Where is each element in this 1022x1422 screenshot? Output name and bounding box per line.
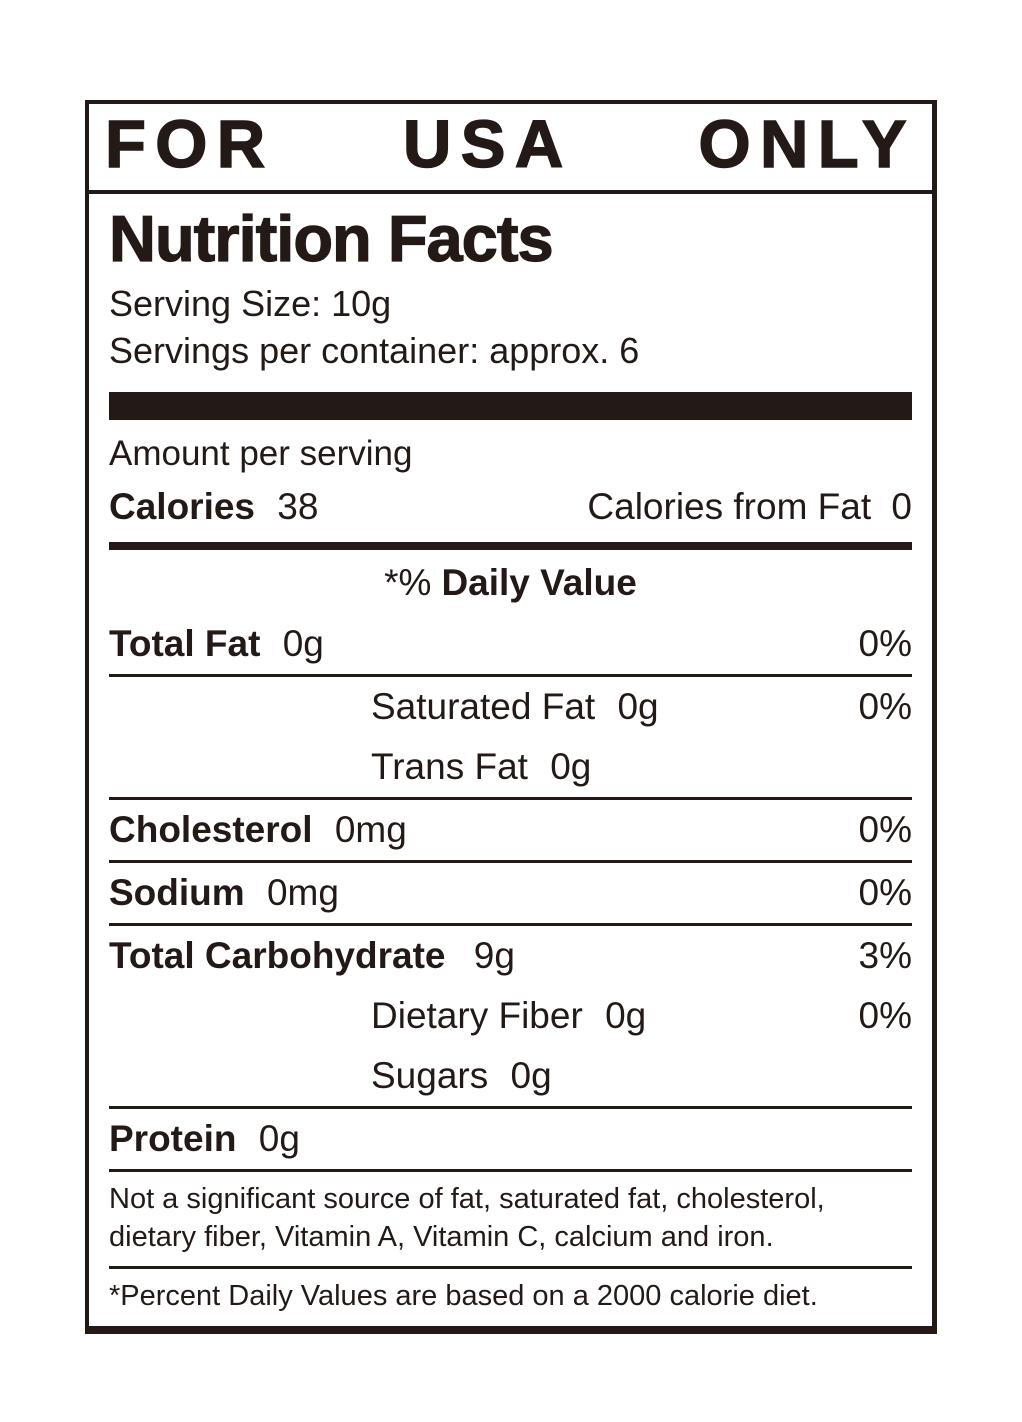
nutrient-row-protein: Protein 0g: [109, 1109, 912, 1169]
nutrient-daily-value: 3%: [858, 935, 912, 976]
amount-per-serving-label: Amount per serving: [109, 434, 413, 473]
nutrient-cell: Sugars 0g: [371, 1054, 552, 1098]
nutrient-daily-value: 0%: [858, 809, 912, 850]
nutrient-name: Saturated Fat: [371, 686, 596, 727]
nutrient-amount: 0g: [550, 746, 592, 787]
nutrient-daily-value: 0%: [858, 623, 912, 664]
nutrient-name: Total Fat: [109, 623, 261, 664]
divider-medium: [109, 542, 912, 550]
separator-bar: [109, 392, 912, 420]
nutrient-cell: Saturated Fat 0g: [371, 685, 659, 729]
calories-row: Calories 38 Calories from Fat 0: [109, 480, 912, 542]
nutrient-amount: 0g: [510, 1055, 552, 1096]
divider: [109, 674, 912, 677]
divider: [109, 1169, 912, 1172]
calories-label: Calories: [109, 486, 256, 527]
divider: [109, 1106, 912, 1109]
calories-from-fat-cell: Calories from Fat 0: [587, 484, 912, 530]
nutrient-row-trans-fat: Trans Fat 0g: [109, 737, 912, 797]
nutrient-name: Trans Fat: [371, 746, 528, 787]
nutrient-daily-value: 0%: [858, 995, 912, 1036]
region-notice-box: FOR USA ONLY: [89, 104, 932, 194]
daily-value-label: Daily Value: [441, 562, 637, 603]
nutrient-amount: 0mg: [334, 809, 407, 850]
daily-value-header: *% Daily Value: [109, 550, 912, 614]
label-title: Nutrition Facts: [108, 201, 554, 275]
region-notice-text: FOR USA ONLY: [105, 110, 916, 180]
daily-value-prefix: *%: [384, 562, 432, 603]
nutrient-daily-value: 0%: [858, 872, 912, 913]
nutrient-name: Total Carbohydrate: [109, 935, 446, 976]
nutrient-cell: Protein 0g: [109, 1117, 300, 1161]
servings-per-container: Servings per container: approx. 6: [109, 330, 640, 371]
serving-size: Serving Size: 10g: [109, 283, 392, 324]
divider: [109, 923, 912, 926]
nutrient-row-sodium: Sodium 0mg 0%: [109, 863, 912, 923]
footnote-percent-daily-values: *Percent Daily Values are based on a 200…: [109, 1280, 818, 1312]
nutrient-amount: 0g: [258, 1118, 300, 1159]
nutrient-cell: Sodium 0mg: [109, 871, 339, 915]
nutrient-row-total-fat: Total Fat 0g 0%: [109, 614, 912, 674]
nutrient-amount: 0g: [617, 686, 659, 727]
nutrient-name: Cholesterol: [109, 809, 313, 850]
nutrient-row-cholesterol: Cholesterol 0mg 0%: [109, 800, 912, 860]
nutrient-name: Sugars: [371, 1055, 489, 1096]
nutrient-row-dietary-fiber: Dietary Fiber 0g 0%: [109, 986, 912, 1046]
footnote-not-significant: Not a significant source of fat, saturat…: [109, 1183, 825, 1253]
nutrient-cell: Dietary Fiber 0g: [371, 994, 646, 1038]
nutrient-row-sugars: Sugars 0g: [109, 1046, 912, 1106]
divider: [109, 860, 912, 863]
nutrient-name: Protein: [109, 1118, 237, 1159]
calories-from-fat-value: 0: [891, 486, 912, 527]
calories-value: 38: [277, 486, 319, 527]
calories-from-fat-label: Calories from Fat: [587, 486, 872, 527]
divider: [109, 797, 912, 800]
nutrient-cell: Cholesterol 0mg: [109, 808, 407, 852]
nutrient-name: Sodium: [109, 872, 245, 913]
nutrient-row-total-carbohydrate: Total Carbohydrate 9g 3%: [109, 926, 912, 986]
calories-cell: Calories 38: [109, 484, 318, 530]
divider: [109, 1266, 912, 1269]
nutrient-amount: 0mg: [266, 872, 339, 913]
nutrient-amount: 9g: [473, 935, 515, 976]
label-body: Nutrition Facts Serving Size: 10g Servin…: [89, 194, 932, 1326]
nutrient-daily-value: 0%: [858, 686, 912, 727]
nutrient-row-saturated-fat: Saturated Fat 0g 0%: [109, 677, 912, 737]
nutrient-amount: 0g: [605, 995, 647, 1036]
nutrient-cell: Total Carbohydrate 9g: [109, 934, 515, 978]
nutrient-amount: 0g: [282, 623, 324, 664]
nutrient-cell: Trans Fat 0g: [371, 745, 591, 789]
nutrient-name: Dietary Fiber: [371, 995, 583, 1036]
nutrition-facts-label: FOR USA ONLY Nutrition Facts Serving Siz…: [85, 100, 937, 1334]
nutrient-cell: Total Fat 0g: [109, 622, 324, 666]
